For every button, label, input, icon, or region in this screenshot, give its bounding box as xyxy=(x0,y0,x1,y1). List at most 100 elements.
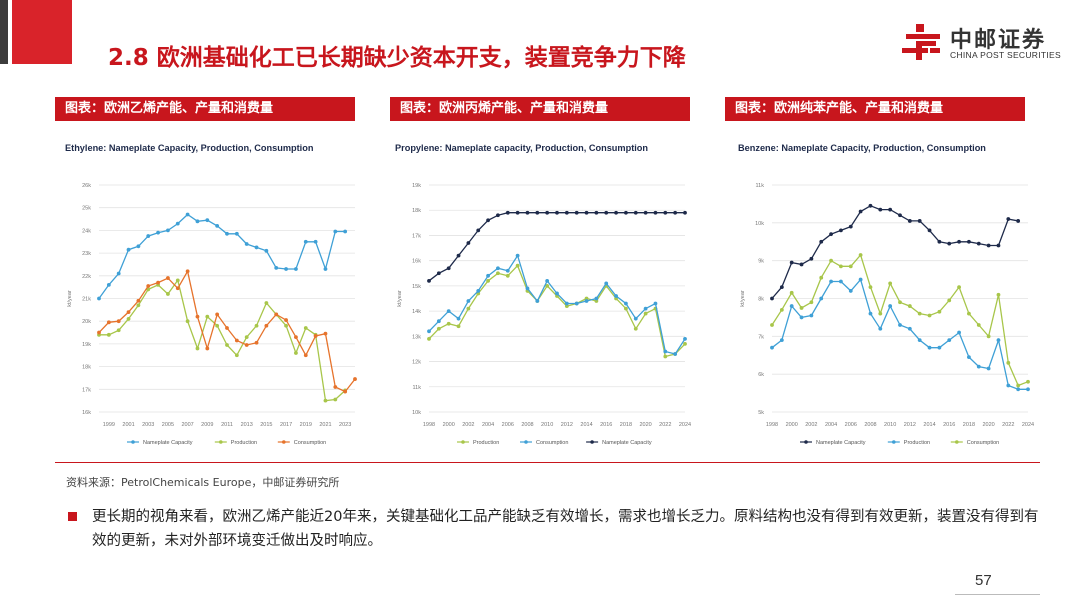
x-tick-label: 2008 xyxy=(864,422,876,428)
series-line-nameplate-capacity xyxy=(98,213,346,299)
data-point-nameplate-capacity xyxy=(294,267,298,271)
logo-english: CHINA POST SECURITIES xyxy=(950,50,1061,60)
data-point-consumption xyxy=(476,289,481,293)
data-point-consumption xyxy=(156,280,160,285)
data-point-consumption xyxy=(486,273,490,278)
data-point-consumption xyxy=(848,264,853,269)
y-tick-label: 12k xyxy=(412,360,421,366)
data-point-consumption xyxy=(555,291,559,296)
data-point-nameplate-capacity xyxy=(97,296,101,301)
y-tick-label: 25k xyxy=(82,206,91,212)
page-number-underline xyxy=(955,594,1040,595)
data-point-production xyxy=(175,278,180,283)
data-point-consumption xyxy=(653,301,658,306)
y-tick-label: 20k xyxy=(82,319,91,325)
data-point-nameplate-capacity xyxy=(545,210,550,215)
data-point-consumption xyxy=(1016,383,1021,388)
y-tick-label: 7k xyxy=(758,334,764,340)
data-point-consumption xyxy=(254,340,259,345)
x-tick-label: 2006 xyxy=(845,422,857,428)
data-point-consumption xyxy=(136,298,141,303)
data-point-nameplate-capacity xyxy=(809,256,814,261)
data-point-nameplate-capacity xyxy=(927,228,932,233)
data-point-production xyxy=(1016,387,1021,392)
x-tick-label: 2009 xyxy=(201,422,213,428)
data-point-production xyxy=(333,397,338,402)
data-point-nameplate-capacity xyxy=(146,234,151,238)
y-tick-label: 23k xyxy=(82,251,91,257)
data-point-consumption xyxy=(185,269,190,274)
data-point-consumption xyxy=(633,316,638,321)
header-accent-red xyxy=(12,0,72,64)
data-point-nameplate-capacity xyxy=(525,210,530,215)
legend-item-consumption: Consumption xyxy=(277,440,326,446)
data-point-consumption xyxy=(927,313,932,318)
data-point-nameplate-capacity xyxy=(333,229,338,234)
data-point-nameplate-capacity xyxy=(476,228,481,233)
data-point-consumption xyxy=(496,266,500,271)
company-logo: 中邮证券 CHINA POST SECURITIES xyxy=(902,22,1070,66)
data-point-consumption xyxy=(166,276,170,280)
data-point-production xyxy=(126,317,131,321)
x-tick-label: 2018 xyxy=(963,422,975,428)
data-point-production xyxy=(878,326,883,331)
y-tick-label: 18k xyxy=(412,208,421,214)
data-point-consumption xyxy=(303,353,308,358)
data-point-consumption xyxy=(466,299,471,303)
data-point-consumption xyxy=(313,334,318,338)
data-point-production xyxy=(839,279,843,284)
data-point-consumption xyxy=(505,268,510,273)
y-tick-label: 19k xyxy=(82,342,91,348)
legend-swatch-dot xyxy=(131,440,135,444)
y-tick-label: 9k xyxy=(758,259,764,265)
data-point-production xyxy=(996,338,1001,343)
data-point-consumption xyxy=(770,323,774,327)
y-tick-label: 18k xyxy=(82,365,91,371)
x-tick-label: 2023 xyxy=(339,422,351,428)
data-point-nameplate-capacity xyxy=(185,212,190,217)
legend-label: Production xyxy=(904,440,930,446)
data-point-consumption xyxy=(215,312,220,317)
data-point-production xyxy=(947,338,952,343)
x-tick-label: 1998 xyxy=(766,422,778,428)
y-tick-label: 8k xyxy=(758,297,764,303)
data-point-production xyxy=(1026,387,1030,392)
y-tick-label: 6k xyxy=(758,372,764,378)
data-point-nameplate-capacity xyxy=(323,267,328,271)
x-tick-label: 2012 xyxy=(904,422,916,428)
y-tick-label: 24k xyxy=(82,228,91,234)
legend-swatch-dot xyxy=(804,440,808,444)
data-point-nameplate-capacity xyxy=(264,248,269,253)
bullet-marker xyxy=(68,512,77,521)
data-point-nameplate-capacity xyxy=(254,245,259,250)
data-point-consumption xyxy=(888,281,893,286)
x-tick-label: 2022 xyxy=(1002,422,1014,428)
data-point-production xyxy=(799,315,804,320)
data-point-nameplate-capacity xyxy=(673,210,678,215)
x-tick-label: 2015 xyxy=(260,422,272,428)
data-point-consumption xyxy=(535,299,540,303)
data-point-nameplate-capacity xyxy=(878,207,883,212)
x-tick-label: 2003 xyxy=(142,422,154,428)
legend-swatch-dot xyxy=(282,440,286,444)
data-point-nameplate-capacity xyxy=(976,241,981,246)
data-point-consumption xyxy=(878,311,883,316)
legend-label: Production xyxy=(473,440,499,446)
divider xyxy=(55,462,1040,463)
header-accent-dark xyxy=(0,0,8,64)
legend-item-production: Production xyxy=(457,440,499,446)
data-point-consumption xyxy=(683,336,687,341)
legend-item-nameplate-capacity: Nameplate Capacity xyxy=(800,440,866,446)
x-tick-label: 2020 xyxy=(982,422,994,428)
data-point-consumption xyxy=(264,323,269,328)
data-point-consumption xyxy=(195,314,200,319)
data-point-consumption xyxy=(205,346,210,351)
x-tick-label: 2010 xyxy=(884,422,896,428)
chart-propylene-svg: Propylene: Nameplate capacity, Productio… xyxy=(395,143,691,446)
x-tick-label: 2008 xyxy=(521,422,533,428)
data-point-consumption xyxy=(624,301,628,306)
data-point-production xyxy=(848,289,853,293)
legend-label: Nameplate Capacity xyxy=(143,440,193,446)
legend-swatch-dot xyxy=(219,440,223,444)
data-point-consumption xyxy=(839,264,843,269)
